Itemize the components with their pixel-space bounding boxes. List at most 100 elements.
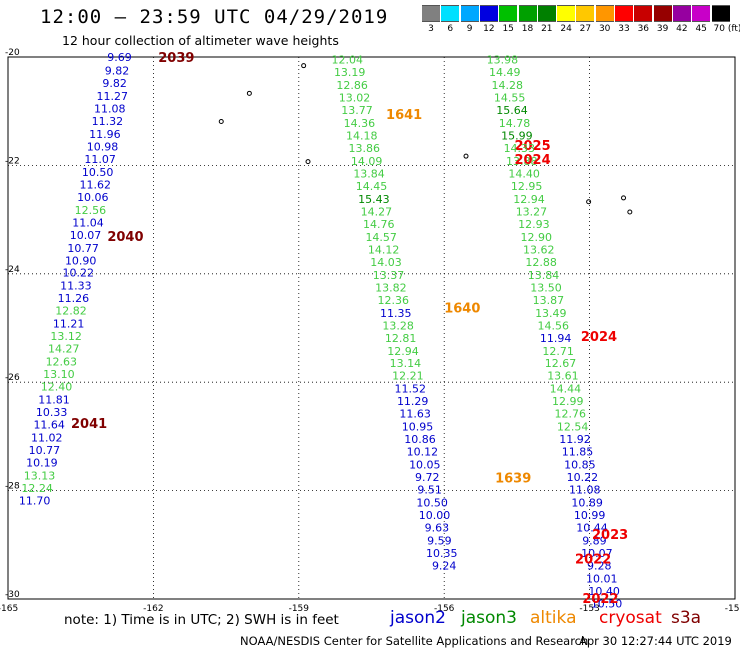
legend-label: 30 bbox=[598, 24, 611, 34]
pass-time-label: 2024 bbox=[581, 330, 617, 345]
wave-height-label: 13.62 bbox=[523, 243, 555, 256]
wave-height-label: 11.21 bbox=[53, 318, 85, 331]
legend-swatch bbox=[653, 5, 672, 22]
wave-height-label: 12.54 bbox=[557, 421, 589, 434]
satellite-altika: altika bbox=[530, 608, 577, 628]
longitude-label: -159 bbox=[289, 604, 310, 614]
wave-height-label: 10.40 bbox=[588, 585, 620, 598]
pass-time-label: 1640 bbox=[444, 301, 480, 316]
wave-height-label: 11.96 bbox=[89, 128, 121, 141]
legend-swatch bbox=[441, 5, 460, 22]
latitude-label: -28 bbox=[5, 482, 20, 492]
wave-height-label: 13.12 bbox=[50, 330, 82, 343]
pass-time-label: 1639 bbox=[495, 472, 531, 487]
wave-height-label: 13.37 bbox=[373, 269, 405, 282]
wave-height-label: 13.49 bbox=[535, 307, 567, 320]
longitude-label: -153 bbox=[579, 604, 599, 614]
wave-height-label: 14.12 bbox=[368, 243, 400, 256]
wave-height-label: 13.82 bbox=[375, 281, 407, 294]
wave-height-label: 12.90 bbox=[521, 231, 553, 244]
legend-label: 6 bbox=[447, 24, 454, 34]
wave-height-label: 10.12 bbox=[407, 446, 439, 459]
map-border bbox=[7, 56, 736, 600]
wave-height-label: 10.77 bbox=[67, 242, 99, 255]
wave-height-label: 14.28 bbox=[491, 79, 523, 92]
wave-height-label: 9.72 bbox=[415, 471, 440, 484]
wave-height-label: 10.44 bbox=[576, 521, 608, 534]
wave-height-label: 15.43 bbox=[358, 193, 390, 206]
wave-height-label: 11.81 bbox=[38, 394, 70, 407]
wave-height-label: 10.22 bbox=[567, 471, 599, 484]
wave-height-label: 10.19 bbox=[26, 456, 58, 469]
latitude-label: -22 bbox=[5, 156, 20, 166]
satellite-s3a: s3a bbox=[671, 608, 702, 628]
legend-label: 45 bbox=[695, 24, 707, 34]
legend-label: 70 (ft) bbox=[713, 24, 740, 34]
wave-height-label: 9.59 bbox=[427, 534, 452, 547]
pass-time-label: 2041 bbox=[71, 417, 107, 432]
wave-height-label: 13.77 bbox=[341, 104, 373, 117]
island-marker bbox=[627, 209, 633, 215]
wave-height-label: 11.92 bbox=[559, 433, 591, 446]
wave-height-label: 12.82 bbox=[55, 305, 87, 318]
legend-swatch bbox=[634, 5, 653, 22]
page-subtitle: 12 hour collection of altimeter wave hei… bbox=[62, 33, 339, 48]
wave-height-label: 11.08 bbox=[569, 484, 601, 497]
wave-height-label: 14.44 bbox=[550, 383, 582, 396]
wave-height-label: 10.33 bbox=[36, 406, 68, 419]
wave-height-label: 10.50 bbox=[82, 166, 114, 179]
wave-height-label: 11.70 bbox=[19, 494, 51, 507]
wave-height-label: 10.95 bbox=[402, 421, 434, 434]
wave-height-label: 12.63 bbox=[46, 356, 78, 369]
satellite-jason3: jason3 bbox=[461, 608, 517, 628]
wave-height-label: 10.85 bbox=[564, 459, 596, 472]
credit-line: NOAA/NESDIS Center for Satellite Applica… bbox=[240, 634, 589, 648]
wave-height-label: 11.02 bbox=[31, 431, 63, 444]
wave-height-label: 10.77 bbox=[29, 444, 61, 457]
legend-label: 42 bbox=[676, 24, 688, 34]
wave-height-label: 9.63 bbox=[425, 521, 450, 534]
legend-label: 39 bbox=[656, 24, 669, 34]
wave-height-label: 13.98 bbox=[487, 54, 519, 67]
legend-label: 12 bbox=[483, 24, 495, 34]
wave-height-label: 14.03 bbox=[370, 256, 402, 269]
island-marker bbox=[301, 63, 307, 69]
page-title: 12:00 – 23:59 UTC 04/29/2019 bbox=[40, 6, 389, 28]
wave-height-label: 10.50 bbox=[416, 497, 448, 510]
wave-height-label: 13.19 bbox=[334, 66, 366, 79]
pass-time-label: 2022 bbox=[582, 592, 618, 607]
wave-height-label: 13.02 bbox=[339, 92, 371, 105]
island-marker bbox=[218, 118, 224, 124]
wave-height-label: 10.00 bbox=[419, 509, 451, 522]
latitude-label: -30 bbox=[5, 590, 20, 600]
legend-label: 27 bbox=[579, 24, 592, 34]
wave-height-label: 14.45 bbox=[356, 180, 388, 193]
pass-time-label: 1641 bbox=[386, 108, 422, 123]
wave-height-label: 13.27 bbox=[516, 205, 548, 218]
wave-height-label: 14.27 bbox=[48, 343, 80, 356]
wave-height-label: 10.50 bbox=[591, 597, 623, 610]
wave-height-label: 11.08 bbox=[94, 102, 126, 115]
legend-label: 15 bbox=[502, 24, 514, 34]
longitude-label: -162 bbox=[143, 604, 163, 614]
wave-height-label: 14.57 bbox=[365, 231, 397, 244]
wave-height-label: 14.27 bbox=[361, 205, 393, 218]
wave-height-label: 14.40 bbox=[508, 168, 540, 181]
wave-height-label: 12.93 bbox=[518, 218, 550, 231]
wave-height-label: 12.94 bbox=[387, 345, 419, 358]
wave-height-label: 14.76 bbox=[363, 218, 395, 231]
wave-height-label: 10.99 bbox=[574, 509, 606, 522]
wave-height-label: 13.10 bbox=[43, 368, 75, 381]
wave-height-label: 9.51 bbox=[417, 484, 442, 497]
wave-height-label: 9.69 bbox=[107, 51, 132, 64]
wave-height-label: 15.64 bbox=[496, 104, 528, 117]
pass-time-label: 2039 bbox=[158, 51, 194, 66]
wave-height-label: 11.33 bbox=[60, 280, 92, 293]
wave-height-label: 12.04 bbox=[332, 54, 364, 67]
legend-swatch bbox=[711, 5, 730, 22]
legend-label: 9 bbox=[466, 24, 473, 34]
legend-swatch bbox=[537, 5, 556, 22]
wave-height-label: 11.32 bbox=[92, 115, 124, 128]
wave-height-label: 12.81 bbox=[385, 332, 417, 345]
latitude-label: -20 bbox=[5, 48, 20, 58]
